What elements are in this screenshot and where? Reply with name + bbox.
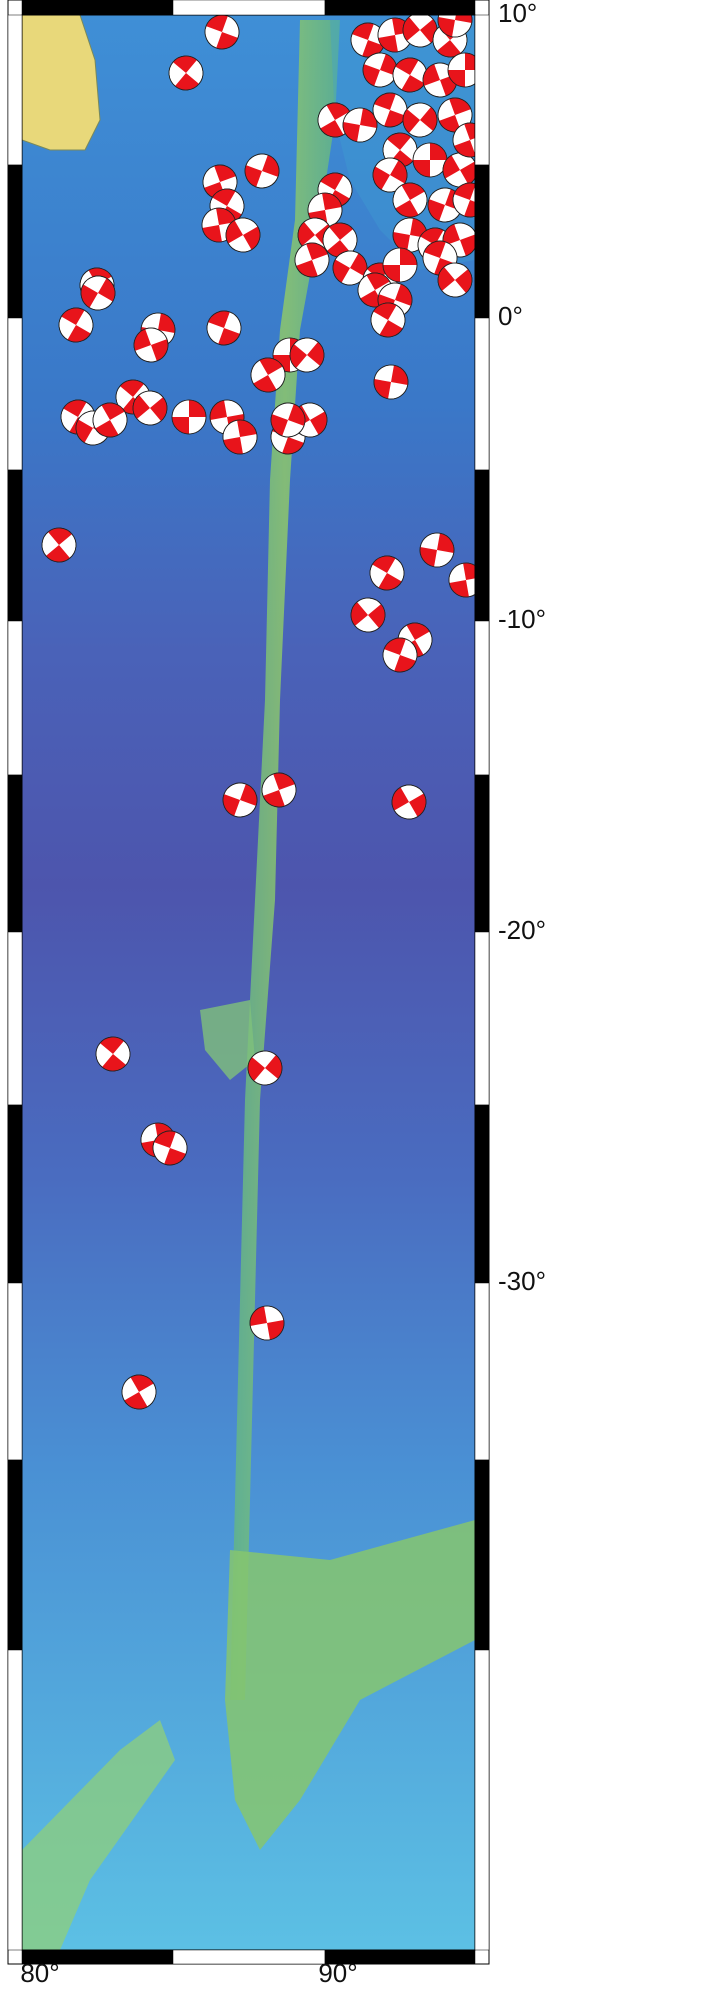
frame-segment [475, 932, 489, 1105]
frame-segment [475, 165, 489, 318]
frame-segment [173, 0, 325, 15]
frame-segment [8, 1105, 22, 1283]
lat-label: 10° [498, 0, 537, 28]
map-figure: 10° 0° -10° -20° -30° 80° 90° [0, 0, 703, 1995]
focal-mechanism [413, 143, 447, 177]
frame-segment [8, 318, 22, 470]
frame-segment [22, 0, 173, 15]
frame-segment [475, 1650, 489, 1950]
lat-label: -30° [498, 1266, 546, 1296]
frame-segment [8, 165, 22, 318]
lat-label: -20° [498, 915, 546, 945]
frame-segment [8, 15, 22, 165]
frame-segment [475, 470, 489, 621]
lon-label: 90° [318, 1958, 357, 1988]
lon-label: 80° [20, 1958, 59, 1988]
frame-segment [8, 1283, 22, 1460]
frame-segment [8, 470, 22, 621]
frame-segment [475, 1283, 489, 1460]
lat-label: -10° [498, 604, 546, 634]
frame-segment [475, 1105, 489, 1283]
frame-segment [8, 1460, 22, 1650]
frame-segment [475, 1460, 489, 1650]
focal-mechanism [172, 400, 206, 434]
frame-segment [325, 0, 475, 15]
frame-segment [475, 621, 489, 775]
frame-segment [475, 775, 489, 932]
frame-segment [475, 15, 489, 165]
focal-mechanism [383, 248, 417, 282]
frame-segment [8, 932, 22, 1105]
map-area [22, 0, 492, 1950]
frame-segment [8, 621, 22, 775]
frame-segment [8, 775, 22, 932]
lat-label: 0° [498, 301, 523, 331]
frame-segment [173, 1950, 325, 1964]
frame-segment [475, 318, 489, 470]
frame-segment [8, 1650, 22, 1950]
